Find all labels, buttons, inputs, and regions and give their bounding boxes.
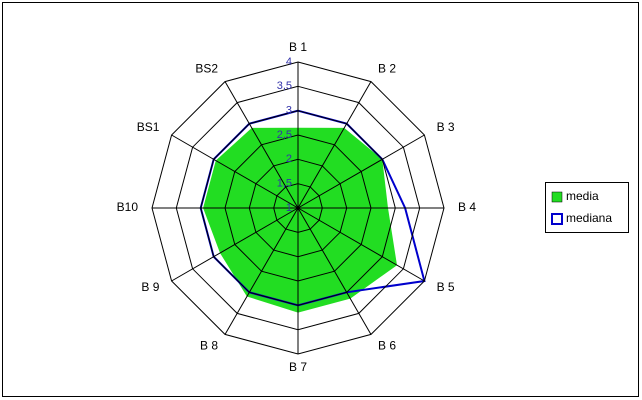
y-tick-label: 2 [286, 153, 292, 165]
spoke [297, 207, 372, 335]
category-label: B 1 [289, 40, 307, 54]
category-label: B 5 [437, 280, 455, 294]
category-label: BS2 [195, 62, 218, 76]
category-label: B 9 [141, 280, 159, 294]
y-tick-label: 1 [286, 202, 292, 214]
spoke [297, 207, 425, 282]
spoke [224, 207, 299, 335]
legend-label: media [566, 189, 599, 203]
category-label: B10 [117, 200, 139, 214]
y-tick-label: 2,5 [277, 129, 292, 141]
series-area [203, 127, 397, 313]
y-tick-label: 3 [286, 105, 292, 117]
legend-label: mediana [566, 211, 612, 225]
y-tick-label: 4 [286, 56, 292, 68]
category-label: B 2 [378, 62, 396, 76]
spoke [297, 134, 425, 209]
spoke [224, 81, 299, 209]
y-tick-label: 3,5 [277, 80, 292, 92]
category-label: B 3 [437, 120, 455, 134]
spoke [297, 81, 372, 209]
category-label: BS1 [137, 120, 160, 134]
y-tick-label: 1,5 [277, 178, 292, 190]
category-label: B 7 [289, 360, 307, 374]
category-label: B 6 [378, 339, 396, 353]
spoke [171, 207, 299, 282]
category-label: B 4 [458, 200, 476, 214]
spoke [171, 134, 299, 209]
legend-swatch [551, 191, 563, 203]
category-label: B 8 [200, 339, 218, 353]
legend-swatch [551, 213, 563, 225]
